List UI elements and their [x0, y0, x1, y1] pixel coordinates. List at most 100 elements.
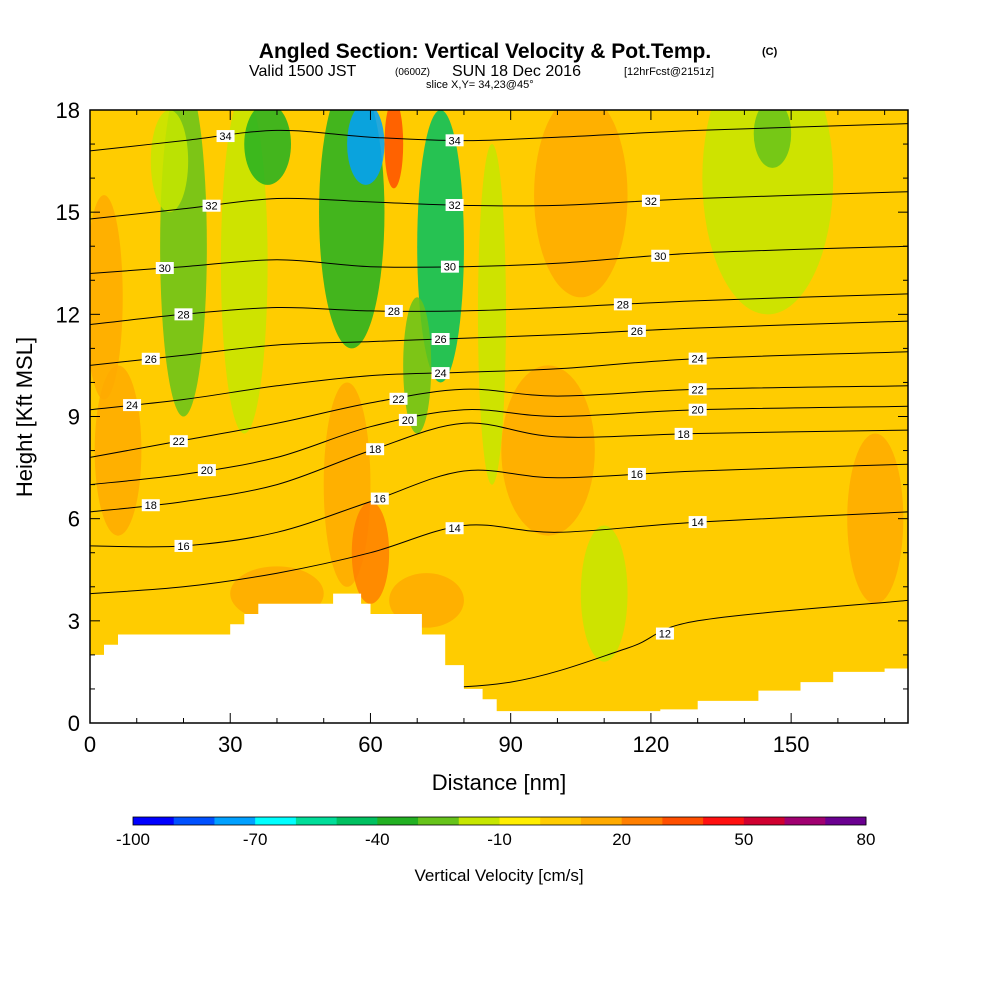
x-tick-label-60: 60 — [358, 732, 382, 757]
colorbar-tick-label: 50 — [734, 830, 753, 849]
terrain-mask — [90, 593, 908, 723]
contour-label-bg — [431, 333, 450, 346]
velocity-cell-9 — [580, 525, 628, 662]
contour-label-bg — [141, 352, 160, 365]
contour-label-28: 28 — [617, 299, 629, 311]
contour-label-bg — [613, 298, 632, 311]
subtitle-valid: Valid 1500 JST — [249, 63, 357, 80]
contour-label-bg — [398, 413, 417, 426]
colorbar-swatch-7 — [418, 817, 460, 825]
contour-label-bg — [366, 443, 385, 456]
velocity-cell-8 — [477, 144, 507, 485]
colorbar-swatch-12 — [621, 817, 663, 825]
contour-label-24: 24 — [434, 368, 446, 380]
contour-label-bg — [141, 499, 160, 512]
contour-label-28: 28 — [177, 309, 189, 321]
contour-label-bg — [197, 464, 216, 477]
contour-label-bg — [688, 383, 707, 396]
colorbar-label: Vertical Velocity [cm/s] — [414, 866, 583, 885]
subtitle-date: SUN 18 Dec 2016 — [452, 63, 581, 80]
velocity-cell-10 — [702, 110, 834, 315]
velocity-cell-13 — [90, 195, 123, 400]
contour-label-bg — [445, 522, 464, 535]
contour-label-bg — [389, 392, 408, 405]
colorbar-swatch-15 — [743, 817, 786, 825]
contour-label-18: 18 — [145, 500, 157, 512]
theta-contour-22 — [90, 385, 908, 458]
contour-label-26: 26 — [145, 354, 157, 366]
contour-label-24: 24 — [692, 354, 704, 366]
contour-label-20: 20 — [692, 405, 704, 417]
contour-label-bg — [445, 134, 464, 147]
colorbar-swatch-11 — [580, 817, 623, 825]
chart-title-unit: (C) — [762, 46, 778, 58]
x-axis-label: Distance [nm] — [432, 770, 567, 795]
theta-contour-26 — [90, 320, 908, 366]
velocity-cell-7 — [403, 297, 432, 434]
colorbar-frame — [132, 816, 867, 826]
contour-label-bg — [174, 539, 193, 552]
velocity-cell-5 — [347, 110, 385, 185]
contour-label-bg — [155, 262, 174, 275]
contour-label-bg — [627, 467, 646, 480]
colorbar-tick-label: 20 — [612, 830, 631, 849]
theta-contour-28 — [90, 293, 908, 326]
colorbar-swatch-13 — [662, 817, 704, 825]
contour-label-32: 32 — [645, 196, 657, 208]
theta-contour-16 — [90, 463, 908, 548]
x-tick-label-30: 30 — [218, 732, 242, 757]
colorbar-swatch-5 — [336, 817, 378, 825]
velocity-cell-2 — [220, 110, 268, 434]
velocity-cell-11 — [753, 110, 792, 168]
contour-label-16: 16 — [631, 469, 643, 481]
y-tick-label-18: 18 — [56, 98, 80, 123]
y-tick-label-6: 6 — [68, 507, 80, 532]
velocity-cell-21 — [847, 433, 904, 604]
colorbar-swatch-0 — [133, 817, 175, 825]
colorbar-swatch-1 — [173, 817, 215, 825]
velocity-cell-18 — [501, 365, 595, 536]
contour-label-bg — [688, 403, 707, 416]
contour-label-32: 32 — [448, 200, 460, 212]
colorbar-swatch-16 — [784, 817, 826, 825]
y-tick-label-0: 0 — [68, 711, 80, 736]
colorbar-swatch-14 — [703, 817, 745, 825]
colorbar-swatch-4 — [295, 817, 338, 825]
contour-label-30: 30 — [654, 251, 666, 263]
colorbar-swatch-10 — [540, 817, 582, 825]
colorbar-tick-label: 80 — [857, 830, 876, 849]
theta-contour-24 — [90, 351, 908, 411]
colorbar-swatch-8 — [458, 817, 500, 825]
contour-label-bg — [384, 304, 403, 317]
colorbar-swatch-2 — [214, 817, 256, 825]
contour-label-24: 24 — [126, 400, 138, 412]
contour-label-bg — [688, 516, 707, 529]
colorbar-tick-label: -40 — [365, 830, 390, 849]
subtitle-forecast: [12hrFcst@2151z] — [624, 66, 714, 78]
contour-label-bg — [123, 399, 142, 412]
contour-label-18: 18 — [369, 444, 381, 456]
contour-label-bg — [651, 249, 670, 262]
contour-label-34: 34 — [219, 131, 231, 143]
contour-label-28: 28 — [388, 306, 400, 318]
contour-label-18: 18 — [678, 429, 690, 441]
x-tick-label-0: 0 — [84, 732, 96, 757]
colorbar-swatch-3 — [255, 817, 297, 825]
contour-label-bg — [655, 627, 674, 640]
contour-label-bg — [202, 199, 221, 212]
contour-label-16: 16 — [374, 494, 386, 506]
x-tick-label-150: 150 — [773, 732, 810, 757]
contour-label-bg — [445, 199, 464, 212]
y-tick-label-9: 9 — [68, 405, 80, 430]
contour-label-14: 14 — [692, 517, 704, 529]
contour-label-30: 30 — [444, 262, 456, 274]
theta-contour-18 — [90, 422, 908, 513]
contour-label-22: 22 — [173, 436, 185, 448]
contour-label-22: 22 — [392, 394, 404, 406]
contour-label-12: 12 — [659, 629, 671, 641]
velocity-cell-6 — [417, 110, 464, 383]
y-tick-label-3: 3 — [68, 609, 80, 634]
contour-label-32: 32 — [205, 201, 217, 213]
contour-label-bg — [627, 324, 646, 337]
x-tick-label-90: 90 — [498, 732, 522, 757]
